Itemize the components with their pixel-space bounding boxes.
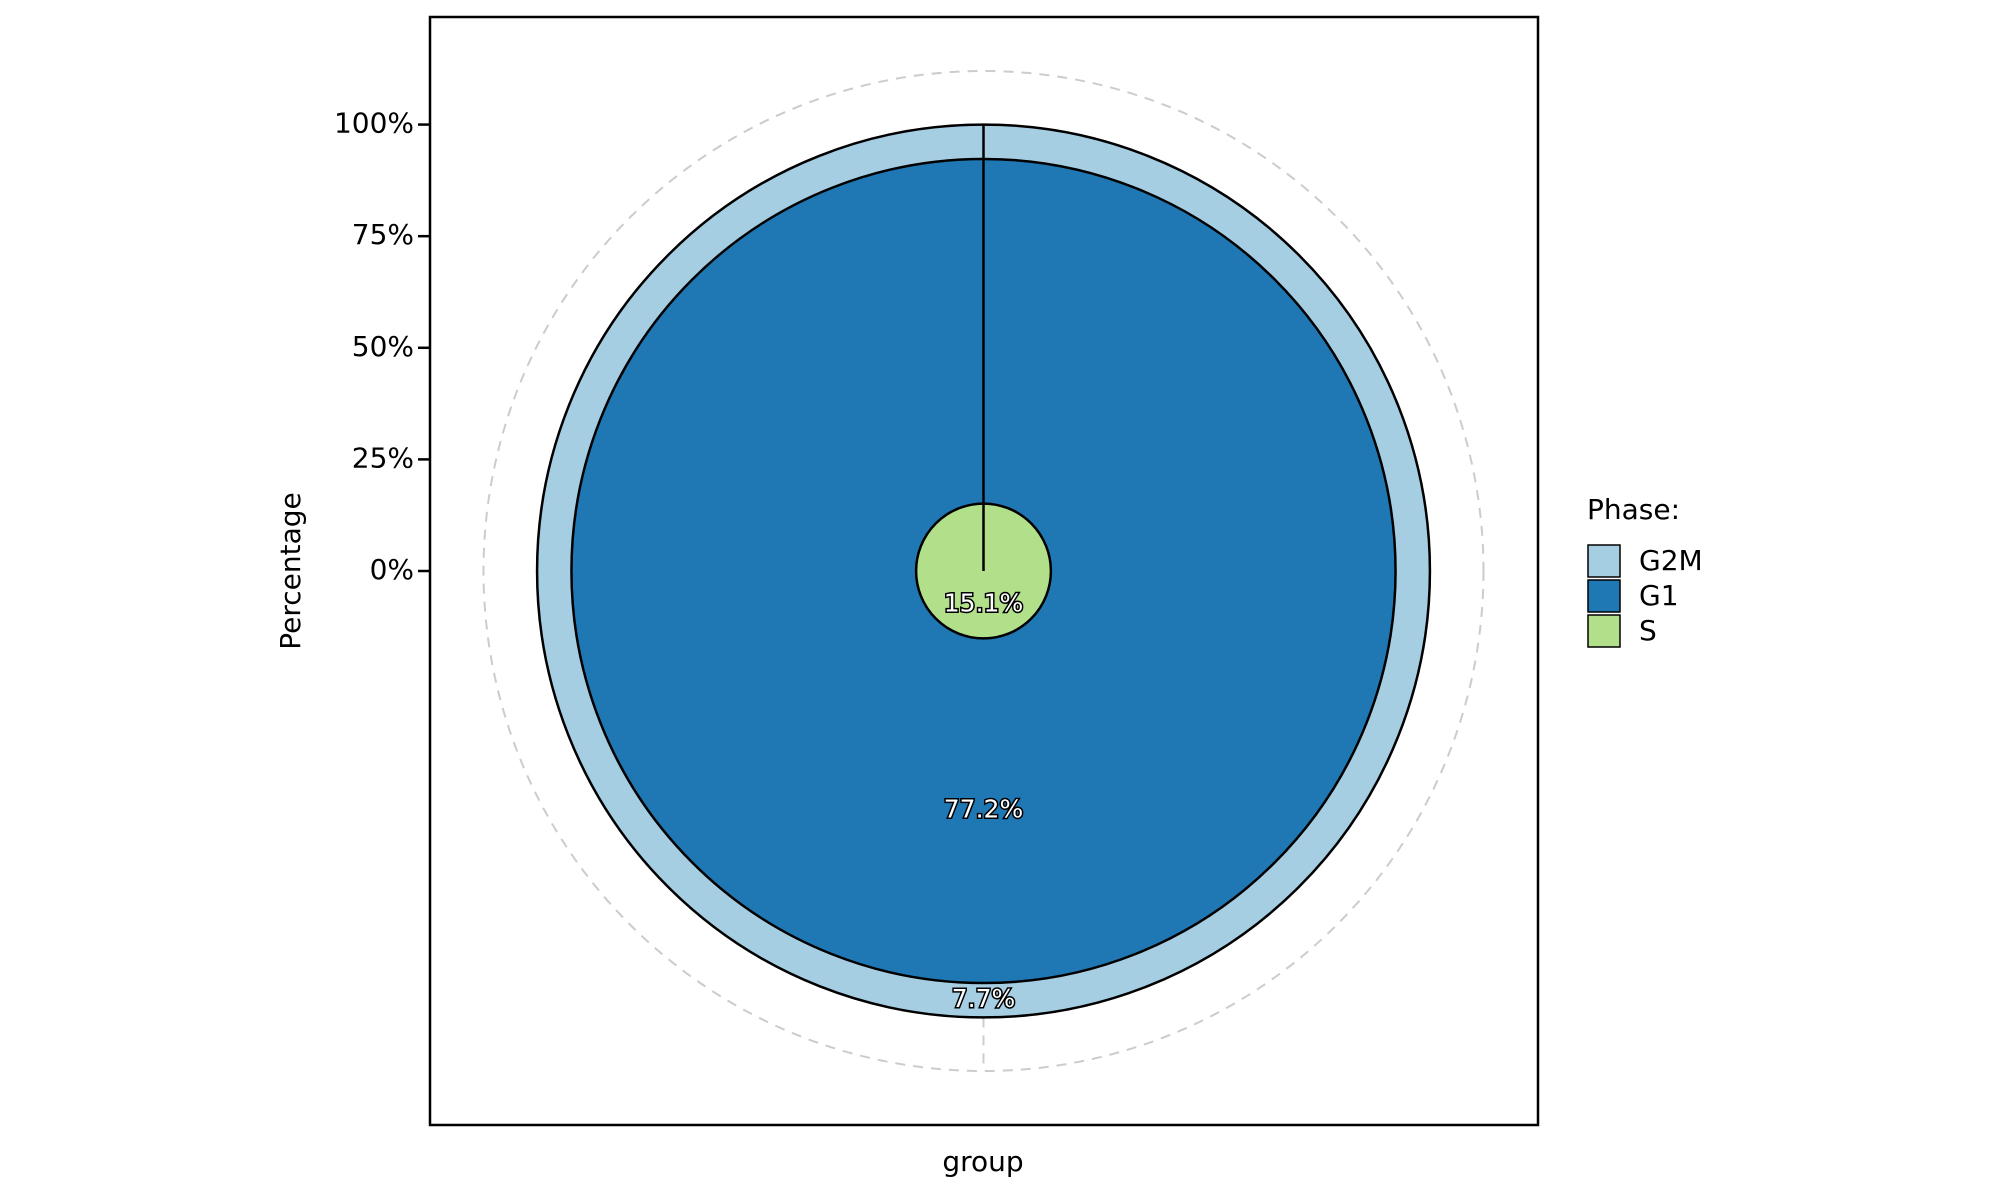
y-tick-label: 50% (352, 330, 414, 363)
y-axis-label: Percentage (274, 492, 307, 650)
grid-circle (482, 70, 1485, 1072)
legend-title: Phase: (1587, 493, 1680, 526)
legend-key (1587, 544, 1621, 578)
y-tick-label: 0% (370, 553, 414, 586)
y-tick-label: 75% (352, 218, 414, 251)
legend-key (1587, 579, 1621, 613)
legend-label: S (1639, 614, 1657, 647)
legend-key (1587, 614, 1621, 648)
value-label: 15.1% (944, 589, 1023, 618)
legend-label: G2M (1639, 544, 1703, 577)
value-label: 77.2% (944, 795, 1023, 824)
y-tick-label: 25% (352, 441, 414, 474)
y-tick-label: 100% (334, 107, 414, 140)
value-label: 7.7% (952, 984, 1016, 1013)
legend-label: G1 (1639, 579, 1679, 612)
x-axis-label: group (942, 1145, 1023, 1178)
